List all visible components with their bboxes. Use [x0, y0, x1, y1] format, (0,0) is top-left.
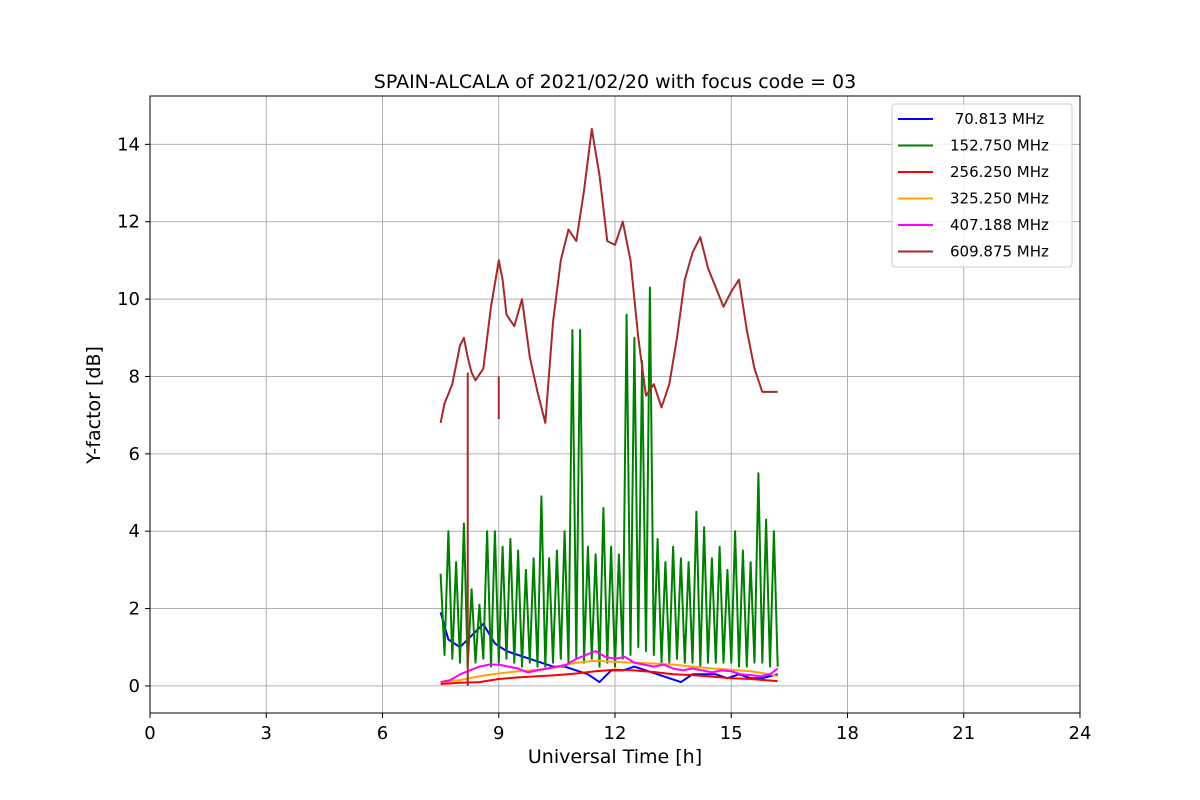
x-tick-label: 9 — [493, 723, 504, 744]
legend-label: 407.188 MHz — [950, 216, 1049, 234]
legend-box — [891, 103, 1073, 268]
legend: 70.813 MHz 152.750 MHz 256.250 MHz 325.250 … — [891, 103, 1073, 268]
y-tick-label: 12 — [117, 212, 140, 233]
series-line-256-250-mhz — [440, 668, 778, 685]
legend-label: 152.750 MHz — [950, 137, 1049, 155]
series-line-70-813-mhz — [439, 612, 778, 684]
legend-label: 609.875 MHz — [950, 243, 1049, 261]
x-axis-label: Universal Time [h] — [528, 746, 702, 768]
x-tick-label: 0 — [144, 723, 155, 744]
chart-title: SPAIN-ALCALA of 2021/02/20 with focus co… — [374, 71, 856, 93]
x-tick-label: 3 — [261, 723, 272, 744]
series-line-325-250-mhz — [440, 659, 778, 684]
y-tick-label: 8 — [129, 366, 140, 387]
x-tick-label: 6 — [377, 723, 388, 744]
legend-label: 70.813 MHz — [950, 110, 1044, 128]
y-tick-label: 4 — [129, 521, 140, 542]
series-group — [439, 127, 779, 686]
y-tick-label: 6 — [129, 444, 140, 465]
x-tick-label: 21 — [952, 723, 975, 744]
x-tick-label: 24 — [1069, 723, 1092, 744]
plot-area — [439, 127, 779, 686]
y-tick-label: 14 — [117, 134, 140, 155]
y-tick-label: 0 — [129, 676, 140, 697]
series-line-407-188-mhz — [440, 650, 779, 684]
y-axis-label: Y-factor [dB] — [83, 346, 105, 465]
x-tick-label: 12 — [604, 723, 627, 744]
legend-label: 256.250 MHz — [950, 163, 1049, 181]
legend-label: 325.250 MHz — [950, 190, 1049, 208]
x-tick-label: 18 — [836, 723, 859, 744]
y-tick-label: 2 — [129, 599, 140, 620]
series-line-152-750-mhz — [439, 286, 779, 668]
y-tick-label: 10 — [117, 289, 140, 310]
x-tick-label: 15 — [720, 723, 743, 744]
series-line-609-875-mhz — [439, 127, 778, 424]
